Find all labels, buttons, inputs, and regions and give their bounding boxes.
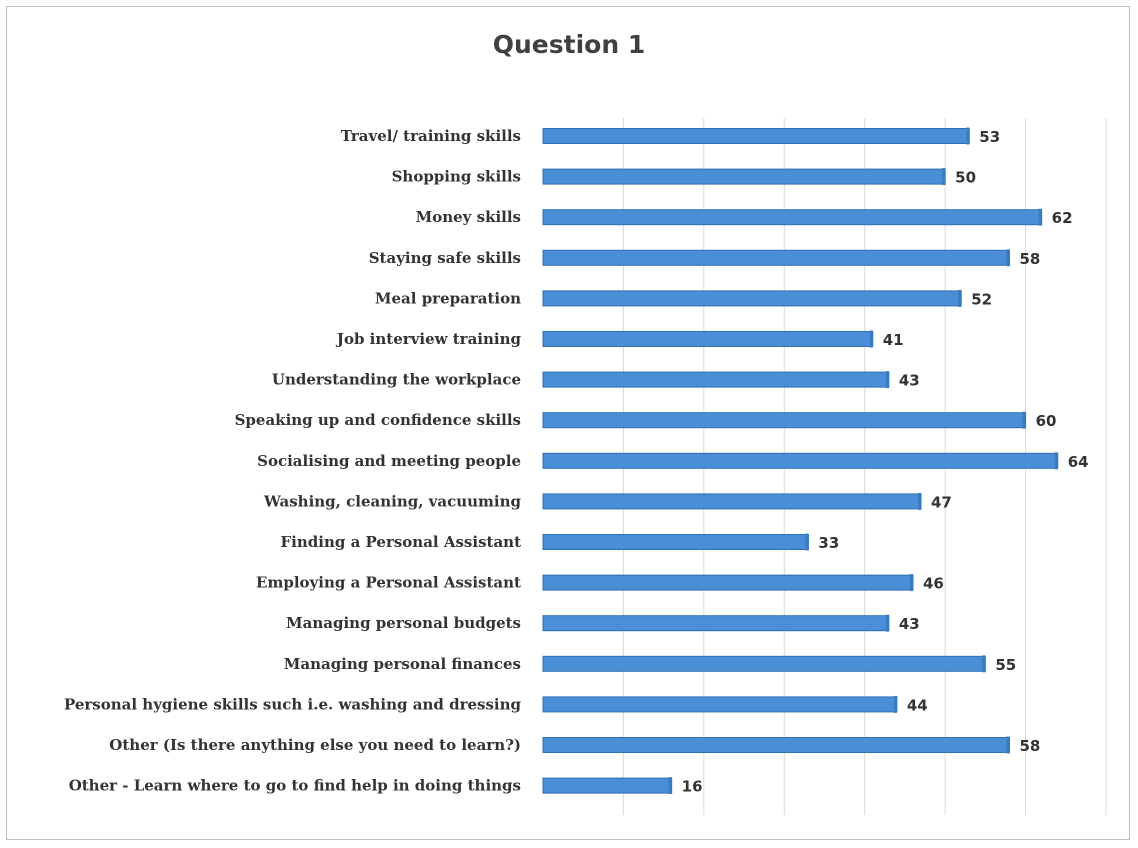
bar-end-cap bbox=[869, 330, 873, 348]
data-label: 41 bbox=[883, 331, 904, 349]
category-label: Other (Is there anything else you need t… bbox=[109, 736, 521, 754]
bar bbox=[542, 574, 914, 591]
bar-end-cap bbox=[668, 777, 672, 795]
bar bbox=[542, 249, 1010, 266]
bar-end-cap bbox=[966, 127, 970, 145]
data-label: 53 bbox=[979, 128, 1000, 146]
data-label: 64 bbox=[1068, 453, 1089, 471]
data-label: 43 bbox=[899, 615, 920, 633]
category-label: Socialising and meeting people bbox=[257, 452, 521, 470]
category-label: Finding a Personal Assistant bbox=[281, 533, 522, 551]
data-label: 60 bbox=[1036, 412, 1057, 430]
bar bbox=[542, 209, 1043, 226]
data-label: 52 bbox=[971, 290, 992, 308]
category-label: Other - Learn where to go to find help i… bbox=[69, 777, 521, 795]
bar-end-cap bbox=[805, 533, 809, 551]
data-label: 46 bbox=[923, 575, 944, 593]
category-label: Staying safe skills bbox=[369, 249, 521, 267]
bar bbox=[542, 615, 890, 632]
data-label: 33 bbox=[818, 534, 839, 552]
bar-end-cap bbox=[982, 655, 986, 673]
category-label: Employing a Personal Assistant bbox=[256, 574, 521, 592]
bar bbox=[542, 128, 970, 144]
bar-end-cap bbox=[909, 574, 913, 592]
category-label: Job interview training bbox=[335, 330, 522, 348]
bar bbox=[542, 412, 1027, 429]
bar-end-cap bbox=[918, 492, 922, 510]
bar-end-cap bbox=[885, 614, 889, 632]
bar bbox=[542, 331, 874, 347]
data-label: 44 bbox=[907, 696, 928, 714]
bar bbox=[542, 371, 890, 388]
data-label: 55 bbox=[995, 656, 1016, 674]
data-label: 43 bbox=[899, 372, 920, 390]
category-label: Travel/ training skills bbox=[341, 127, 521, 145]
category-label: Managing personal finances bbox=[284, 655, 521, 673]
bar-end-cap bbox=[1054, 452, 1058, 470]
data-label: 62 bbox=[1052, 209, 1073, 227]
bar bbox=[542, 696, 898, 713]
bar-end-cap bbox=[1006, 736, 1010, 754]
data-label: 50 bbox=[955, 169, 976, 187]
bar-end-cap bbox=[1038, 208, 1042, 226]
bar-end-cap bbox=[893, 695, 897, 713]
bar bbox=[542, 534, 809, 550]
category-label: Money skills bbox=[416, 208, 521, 226]
bar bbox=[542, 737, 1010, 753]
bar-end-cap bbox=[1006, 249, 1010, 267]
bar-end-cap bbox=[942, 168, 946, 186]
category-label: Managing personal budgets bbox=[286, 614, 521, 632]
bar-end-cap bbox=[1022, 411, 1026, 429]
data-label: 16 bbox=[682, 778, 703, 796]
bar-end-cap bbox=[958, 289, 962, 307]
category-label: Speaking up and confidence skills bbox=[235, 411, 521, 429]
bar bbox=[542, 452, 1059, 469]
bar bbox=[542, 493, 922, 510]
chart-title: Question 1 bbox=[492, 30, 646, 59]
bar bbox=[542, 290, 962, 307]
bar bbox=[542, 655, 986, 672]
category-label: Shopping skills bbox=[392, 168, 521, 186]
data-label: 58 bbox=[1019, 737, 1040, 755]
category-label: Washing, cleaning, vacuuming bbox=[263, 492, 522, 510]
data-label: 58 bbox=[1019, 250, 1040, 268]
bar bbox=[542, 777, 673, 794]
bar-end-cap bbox=[885, 371, 889, 389]
category-label: Personal hygiene skills such i.e. washin… bbox=[64, 695, 522, 713]
category-label: Meal preparation bbox=[375, 289, 521, 307]
category-label: Understanding the workplace bbox=[272, 371, 521, 389]
data-label: 47 bbox=[931, 493, 952, 511]
bar bbox=[542, 168, 946, 185]
